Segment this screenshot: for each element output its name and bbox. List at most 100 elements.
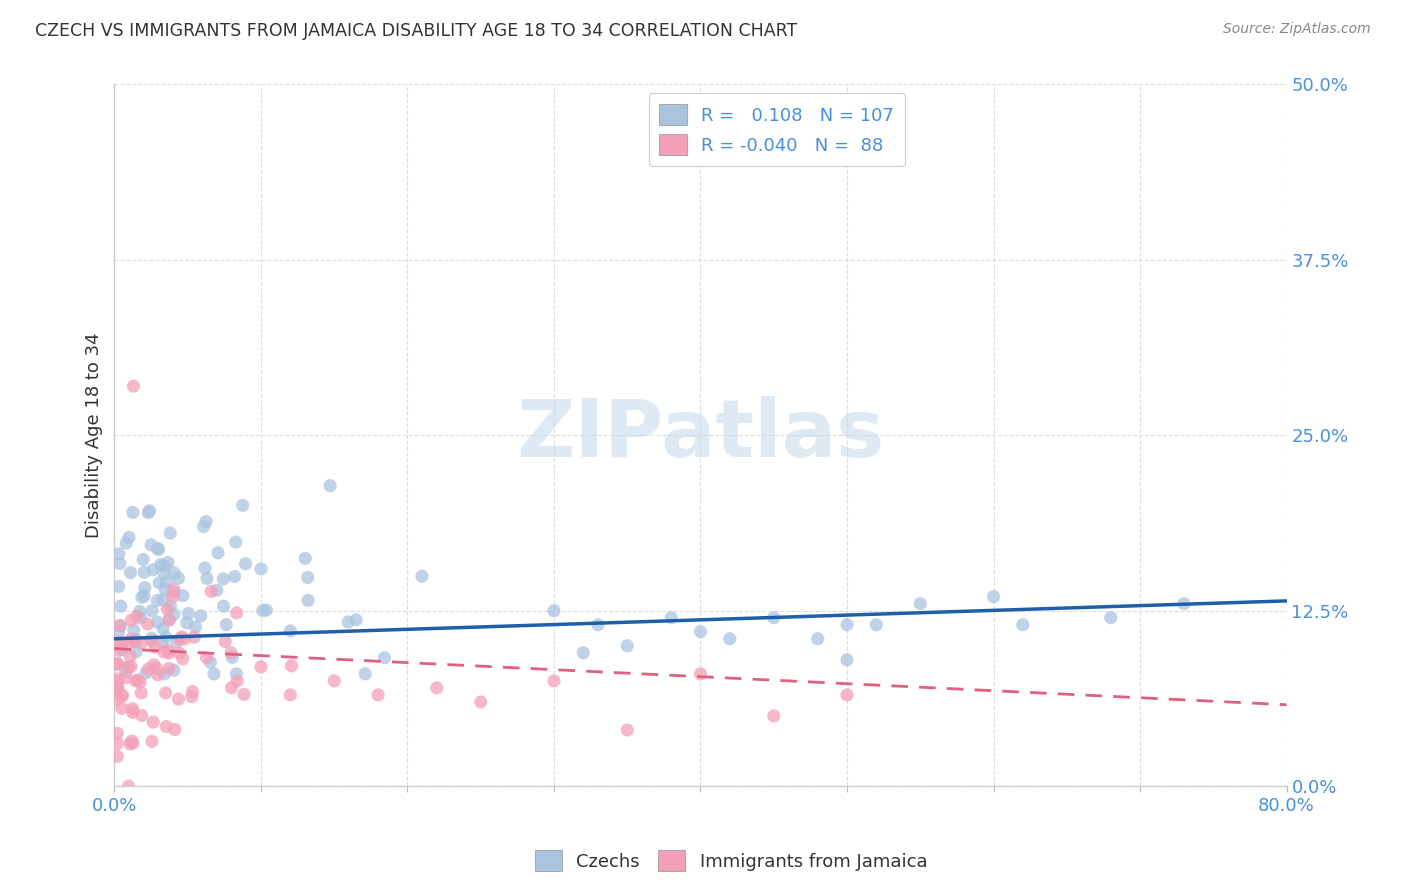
Point [205,583,228,598]
Point [131,591,153,605]
Point [110,618,132,632]
Point [207,546,229,560]
Point [120,613,142,627]
Point [136,616,159,631]
Point [1173,597,1195,611]
Point [157,612,180,626]
Point [157,643,180,657]
Point [835,617,858,632]
Point [835,653,858,667]
Point [156,602,179,616]
Point [131,708,153,723]
Point [108,618,131,632]
Point [111,689,134,703]
Point [200,584,222,599]
Point [163,585,186,599]
Point [135,666,157,681]
Point [108,635,131,649]
Point [195,650,218,665]
Point [163,582,186,597]
Point [294,551,316,566]
Point [146,615,169,630]
Point [127,673,149,688]
Point [835,688,858,702]
Point [141,634,163,648]
Point [278,624,301,638]
Point [232,687,254,701]
Point [252,603,274,617]
Point [586,617,609,632]
Point [354,666,377,681]
Point [181,684,204,698]
Point [983,590,1005,604]
Point [142,714,165,729]
Point [105,736,128,750]
Point [141,604,163,618]
Point [543,604,565,618]
Point [110,689,132,703]
Point [121,706,143,720]
Point [163,663,186,677]
Point [616,639,638,653]
Point [169,632,191,646]
Point [367,688,389,702]
Point [323,673,346,688]
Point [146,541,169,556]
Point [297,593,319,607]
Point [155,630,177,644]
Point [172,589,194,603]
Text: CZECH VS IMMIGRANTS FROM JAMAICA DISABILITY AGE 18 TO 34 CORRELATION CHART: CZECH VS IMMIGRANTS FROM JAMAICA DISABIL… [35,22,797,40]
Point [163,607,186,622]
Point [155,719,177,733]
Point [155,686,177,700]
Y-axis label: Disability Age 18 to 34: Disability Age 18 to 34 [86,333,103,538]
Point [129,675,152,690]
Point [107,726,129,740]
Point [145,661,167,675]
Point [157,613,180,627]
Point [157,661,180,675]
Point [167,646,190,660]
Point [910,597,932,611]
Point [118,660,141,674]
Point [167,692,190,706]
Point [115,536,138,550]
Point [221,681,243,695]
Point [193,519,215,533]
Point [215,617,238,632]
Point [141,734,163,748]
Point [426,681,449,695]
Point [108,624,131,639]
Point [149,558,172,572]
Point [337,615,360,629]
Point [163,566,186,580]
Point [162,590,184,604]
Legend: Czechs, Immigrants from Jamaica: Czechs, Immigrants from Jamaica [527,843,935,879]
Point [689,624,711,639]
Point [616,723,638,737]
Point [153,645,176,659]
Point [278,688,301,702]
Point [108,557,131,571]
Point [195,571,218,585]
Point [105,657,128,672]
Point [195,515,218,529]
Point [105,657,128,671]
Point [141,632,163,646]
Point [110,599,132,614]
Point [142,563,165,577]
Point [122,736,145,750]
Point [107,579,129,593]
Point [138,504,160,518]
Point [114,671,136,685]
Point [105,674,128,689]
Point [219,646,242,660]
Point [139,538,162,552]
Point [344,613,367,627]
Point [152,622,174,636]
Point [121,734,143,748]
Point [105,672,128,686]
Point [180,690,202,704]
Point [176,615,198,630]
Point [152,592,174,607]
